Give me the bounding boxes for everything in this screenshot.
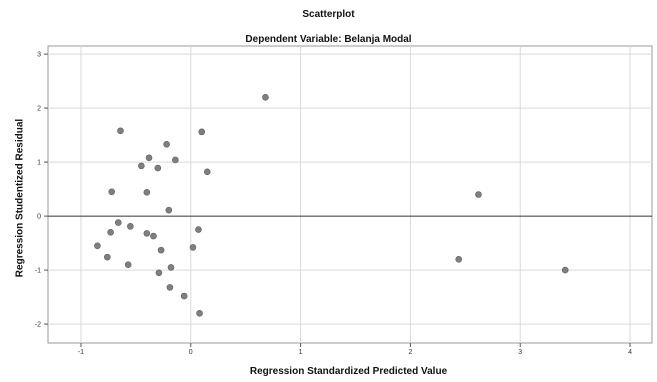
scatter-point [455, 255, 463, 263]
scatter-point [143, 230, 151, 237]
scatter-point [157, 246, 165, 254]
scatter-point [150, 232, 157, 240]
scatter-point [107, 229, 114, 236]
chart-subtitle: Dependent Variable: Belanja Modal [245, 34, 412, 45]
scatter-point [163, 140, 170, 148]
grid-layer [48, 46, 652, 343]
scatter-point [180, 292, 188, 300]
chart-title: Scatterplot [302, 9, 355, 20]
y-tick-label: 3 [37, 52, 41, 59]
scatter-point [108, 188, 115, 196]
y-tick-label: 0 [37, 214, 41, 221]
scatter-point [189, 244, 197, 251]
scatter-point [196, 309, 203, 317]
point-layer [94, 94, 569, 317]
scatter-point [262, 94, 269, 101]
scatter-point [475, 191, 482, 198]
y-tick-label: -1 [35, 268, 41, 275]
x-axis-label: Regression Standardized Predicted Value [249, 366, 448, 377]
scatter-point [167, 264, 175, 271]
y-tick-label: 2 [37, 106, 41, 113]
scatter-point [94, 242, 101, 250]
scatter-point [561, 266, 569, 274]
x-tick-label: 0 [189, 349, 193, 356]
scatter-point [124, 261, 132, 269]
scatter-point [154, 164, 162, 172]
scatter-point [138, 162, 145, 170]
scatter-point [155, 269, 163, 277]
x-tick-label: -1 [78, 349, 84, 356]
scatter-point [166, 284, 174, 291]
scatter-point [198, 128, 206, 136]
scatter-point [172, 156, 179, 164]
scatter-point [195, 226, 202, 233]
scatter-point [104, 253, 111, 261]
y-axis-label: Regression Studentized Residual [14, 118, 26, 278]
scatter-point [127, 223, 134, 230]
scatter-point [143, 189, 151, 196]
plot-frame [47, 45, 653, 344]
scatter-point [114, 219, 122, 226]
tick-layer: -1 0 1 2 3 4 -2 -1 0 1 2 3 [35, 52, 632, 356]
y-tick-label: -2 [35, 322, 41, 329]
x-tick-label: 4 [628, 349, 632, 356]
scatter-point [165, 206, 173, 214]
y-tick-label: 1 [37, 160, 41, 167]
x-tick-label: 3 [518, 349, 522, 356]
scatter-point [145, 154, 153, 162]
scatter-point [117, 127, 124, 135]
x-tick-label: 1 [299, 349, 303, 356]
scatter-point [203, 168, 211, 176]
x-tick-label: 2 [408, 349, 412, 356]
